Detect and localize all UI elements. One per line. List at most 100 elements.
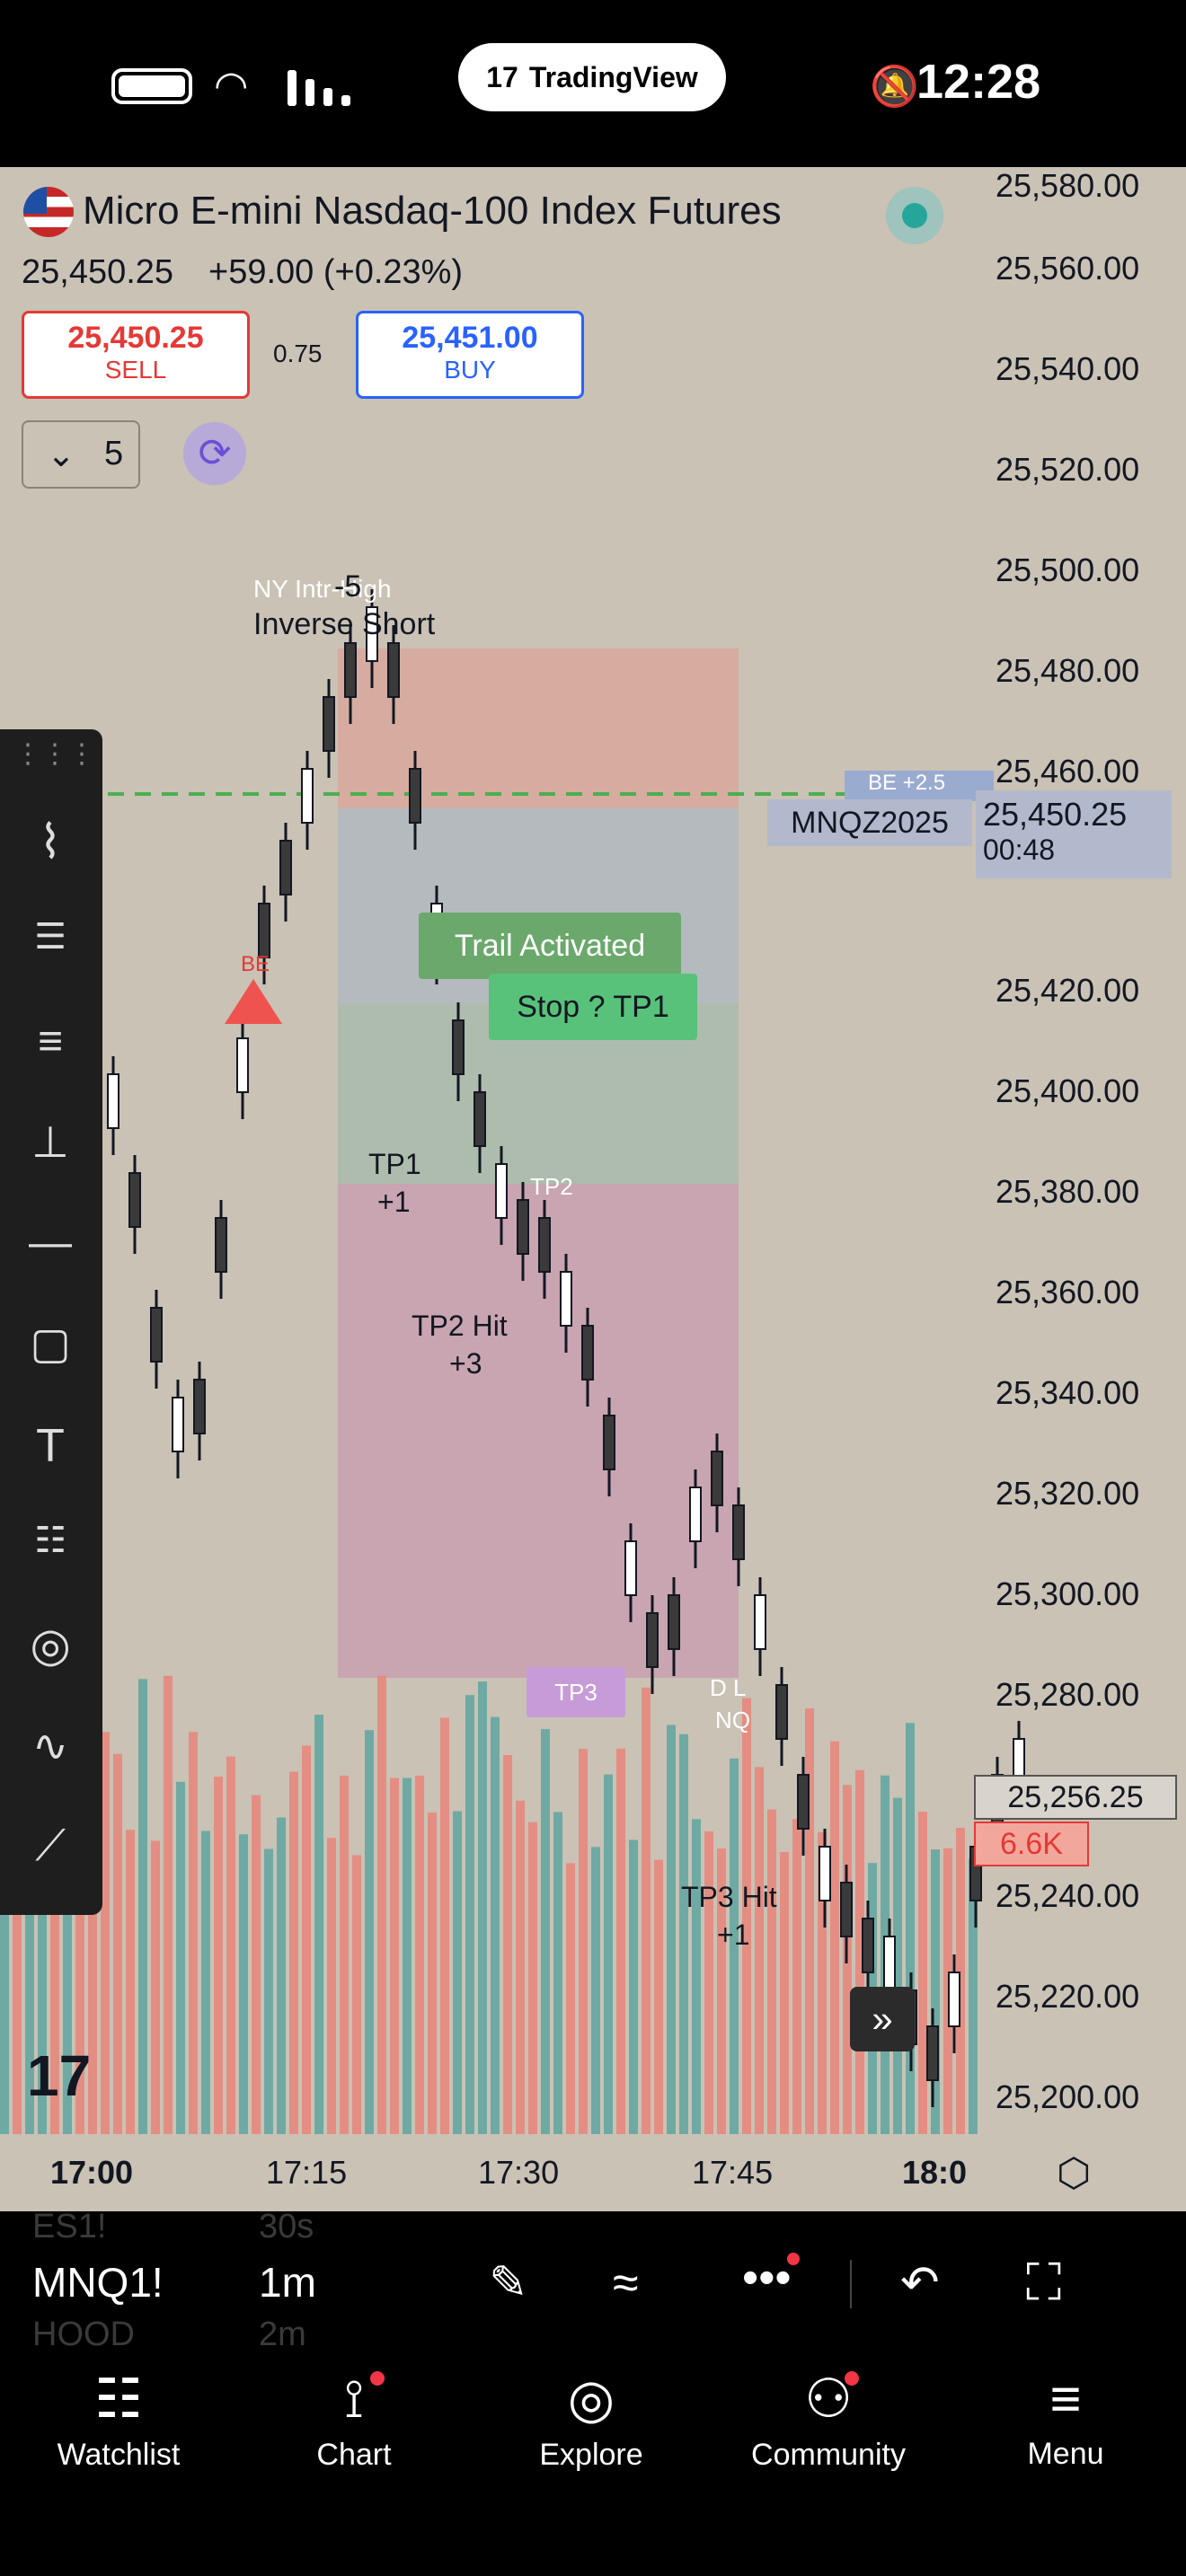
notification-dot [370, 2371, 385, 2386]
candle-body [517, 1199, 529, 1255]
position-icon[interactable]: ⊥ [31, 1119, 69, 1167]
tab-explore[interactable]: ◎ Explore [501, 2368, 681, 2473]
volume-bar [528, 1822, 537, 2134]
circle-icon[interactable]: ◎ [30, 1619, 71, 1672]
candle-body [926, 2025, 939, 2081]
price-axis-label: 25,220.00 [996, 1978, 1140, 2015]
symbol-selector[interactable]: MNQ1! [32, 2259, 164, 2306]
stop-tp1-label[interactable]: Stop ? TP1 [489, 974, 697, 1040]
pen-icon[interactable]: ✎ [489, 2257, 528, 2309]
candle-body [258, 903, 270, 958]
volume-bar [918, 1812, 927, 2134]
candle-body [883, 1936, 896, 1991]
candle-body [711, 1451, 723, 1506]
settings-icon[interactable]: ⬡ [1057, 2151, 1092, 2195]
tab-bar [0, 2355, 1186, 2576]
tab-label: Community [751, 2438, 906, 2472]
more-icon[interactable]: ••• [742, 2252, 792, 2304]
tab-label: Explore [539, 2438, 643, 2472]
quantity-dropdown[interactable]: ⌄ 5 [22, 420, 140, 489]
volume-bar [201, 1831, 210, 2134]
price-axis-label: 25,540.00 [996, 350, 1140, 387]
tab-watchlist[interactable]: ☷ Watchlist [29, 2368, 208, 2473]
buy-button[interactable]: 25,451.00 BUY [356, 311, 584, 399]
lines-icon[interactable]: ≡ [37, 1018, 63, 1065]
rectangle-icon[interactable]: ▢ [30, 1320, 71, 1368]
candle-body [689, 1486, 702, 1542]
fullscreen-icon[interactable]: ⛶ [1026, 2254, 1062, 2310]
volume-bar [931, 1849, 940, 2134]
tp1-label: TP1 [368, 1148, 421, 1180]
candle-body [754, 1594, 766, 1650]
volume-bar [13, 1841, 22, 2134]
ray-icon[interactable]: — [29, 1219, 72, 1266]
bottom-toolbar: ES1! 30s MNQ1! 1m HOOD 2m ✎ ≈ ••• ↶ ⛶ [0, 2208, 1186, 2355]
volume-bar [742, 1698, 751, 2134]
be-label: BE [241, 952, 270, 976]
price-axis-label: 25,200.00 [996, 2078, 1140, 2115]
volume-bar [541, 1729, 550, 2134]
tab-menu[interactable]: ≡ Menu [976, 2368, 1155, 2472]
last-price-tag-value: 25,450.25 [983, 796, 1128, 833]
expand-arrow-icon[interactable]: » [850, 1987, 915, 2051]
trend-icon[interactable]: ∿ [31, 1723, 69, 1770]
volume-bar [604, 1774, 613, 2134]
time-axis-label: 17:30 [478, 2154, 560, 2191]
tp2-label: TP2 [530, 1173, 573, 1200]
price-chart[interactable] [0, 167, 1186, 2213]
price-axis-label: 25,360.00 [996, 1274, 1140, 1310]
candle-body [538, 1217, 551, 1273]
volume-bar [591, 1847, 600, 2134]
last-price: 25,450.25 [22, 253, 174, 291]
compass-icon: ◎ [567, 2369, 615, 2429]
buy-price: 25,451.00 [402, 321, 538, 355]
volume-bar [553, 1812, 562, 2134]
fib-icon[interactable]: ☰ [34, 917, 66, 957]
trendline-icon[interactable]: ⟋ [35, 1822, 66, 1870]
volume-bar [101, 1732, 110, 2134]
drag-handle-icon[interactable]: ⋮⋮⋮ [14, 739, 95, 769]
undo-icon[interactable]: ↶ [900, 2257, 940, 2309]
candle-body [862, 1918, 874, 1973]
time-axis-label: 17:15 [266, 2154, 348, 2191]
volume-bar [25, 1777, 34, 2134]
volume-bar [352, 1855, 361, 2134]
watchlist-icon: ☷ [94, 2369, 143, 2429]
volume-bar [390, 1778, 399, 2134]
pattern-icon[interactable]: ☷ [34, 1521, 66, 1560]
candle-body [323, 696, 335, 752]
volume-bar [440, 1717, 449, 2134]
volume-bar [151, 1840, 160, 2134]
price-change: +59.00 (+0.23%) [208, 253, 464, 291]
volume-bar [189, 1732, 198, 2134]
tab-chart[interactable]: ⟟ Chart [264, 2368, 444, 2473]
price-axis-label: 25,580.00 [996, 167, 1140, 204]
chart-area[interactable]: Micro E-mini Nasdaq-100 Index Futures 25… [0, 167, 1186, 2213]
drawing-toolbar: ⋮⋮⋮ ⌇ ☰ ≡ ⊥ — ▢ T ☷ ◎ ∿ ⟋ [0, 729, 102, 1915]
candle-body [560, 1271, 572, 1327]
tradingview-pill[interactable]: 17 TradingView [458, 43, 726, 111]
indicators-icon[interactable]: ≈ [613, 2257, 639, 2309]
volume-bar [818, 1831, 827, 2134]
candle-body [624, 1540, 637, 1596]
buy-label: BUY [444, 356, 496, 384]
tab-community[interactable]: ⚇ Community [739, 2368, 918, 2473]
candle-body [819, 1846, 831, 1901]
market-status-icon[interactable] [886, 187, 943, 244]
volume-tag: 6.6K [974, 1822, 1089, 1866]
sell-button[interactable]: 25,450.25 SELL [22, 311, 250, 399]
interval-selector[interactable]: 1m [259, 2259, 316, 2306]
volume-bar [75, 1734, 84, 2134]
volume-bar [176, 1781, 185, 2134]
refresh-icon[interactable]: ⟳ [183, 422, 246, 485]
volume-bar [428, 1812, 437, 2134]
pill-label: TradingView [528, 60, 698, 93]
candle-body [236, 1037, 249, 1093]
ny-high-label: NY Intr-High [253, 575, 392, 603]
volume-bar [302, 1745, 311, 2134]
volume-bar [50, 1748, 59, 2134]
text-icon[interactable]: T [36, 1420, 65, 1472]
trail-activated-label[interactable]: Trail Activated [419, 913, 681, 979]
symbol-name[interactable]: Micro E-mini Nasdaq-100 Index Futures [83, 189, 782, 233]
brush-icon[interactable]: ⌇ [39, 816, 62, 869]
